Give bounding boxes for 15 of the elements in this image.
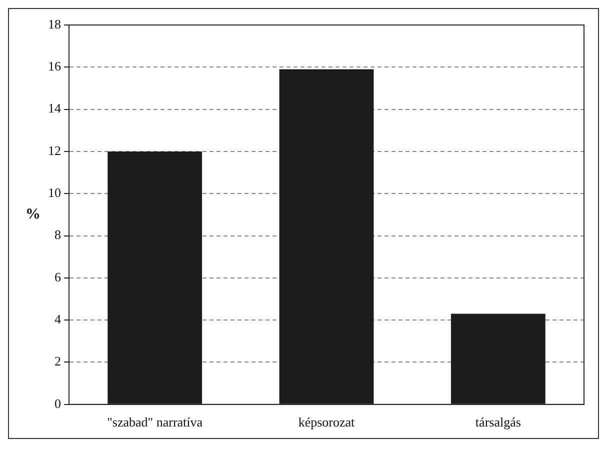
y-tick-label: 4 [54,312,62,327]
y-tick-label: 18 [48,16,61,32]
y-tick-label: 16 [48,58,62,74]
y-tick-label: 6 [54,269,62,284]
y-tick-label: 12 [48,142,61,158]
y-tick-label: 2 [54,354,61,369]
y-tick-label: 8 [54,227,61,242]
y-tick-label: 0 [54,396,61,411]
x-tick-label: társalgás [475,414,521,430]
y-tick-label: 10 [48,185,61,200]
x-tick-label: képsorozat [298,414,356,430]
y-tick-label: 14 [48,100,62,116]
x-tick-label: "szabad" narratíva [107,414,203,430]
y-axis-title: % [26,206,40,223]
outer-frame: "szabad" narratíva képsorozat társalgás 0 2 4 6 8 10 12 14 16 18 % [8,8,599,439]
